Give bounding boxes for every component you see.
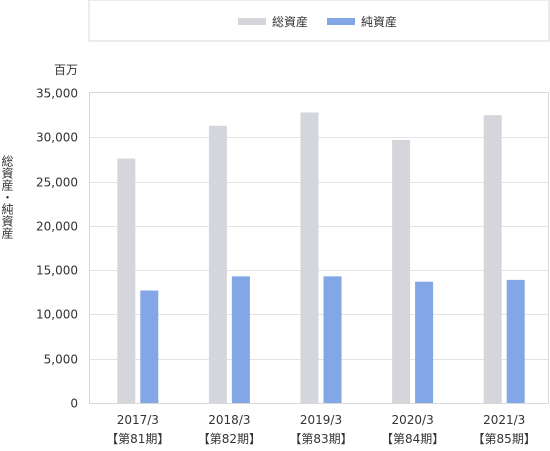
x-tick-label: 2021/3 — [483, 413, 525, 427]
legend-label: 総資産 — [272, 14, 308, 29]
bar-total-assets — [483, 115, 502, 404]
bar-total-assets — [208, 125, 227, 404]
bar-net-assets — [231, 276, 250, 403]
plot-area: 0 5,000 10,000 15,000 20,000 25,000 30,000 35,0… — [36, 87, 549, 446]
legend-items: 総資産 純資産 — [238, 14, 397, 29]
y-tick-label: 15,000 — [36, 264, 78, 278]
legend: 総資産 純資産 — [88, 0, 550, 42]
y-axis-ticks: 0 5,000 10,000 15,000 20,000 25,000 30,000 35,0… — [36, 87, 78, 411]
bars — [117, 112, 525, 404]
bar-net-assets — [415, 281, 434, 403]
x-tick-sublabel: 【第85期】 — [473, 432, 536, 446]
x-axis-ticks: 2017/3 【第81期】 2018/3 【第82期】 2019/3 【第83期】 2020… — [106, 413, 536, 446]
bar-total-assets — [117, 158, 136, 403]
y-tick-label: 20,000 — [36, 220, 78, 234]
x-tick-sublabel: 【第81期】 — [106, 432, 169, 446]
x-tick-sublabel: 【第82期】 — [198, 432, 261, 446]
plot-frame — [89, 92, 549, 404]
y-tick-label: 30,000 — [36, 131, 78, 145]
x-tick-label: 2020/3 — [391, 413, 433, 427]
legend-swatch — [238, 18, 266, 25]
x-tick-sublabel: 【第83期】 — [289, 432, 352, 446]
gridlines — [90, 137, 548, 360]
y-unit-label: 百万 — [54, 63, 78, 77]
legend-frame — [88, 0, 550, 42]
x-tick-label: 2019/3 — [300, 413, 342, 427]
y-axis-title: 総資産・純資産 — [0, 155, 14, 240]
x-tick-sublabel: 【第84期】 — [381, 432, 444, 446]
y-tick-label: 25,000 — [36, 176, 78, 190]
y-tick-label: 0 — [70, 397, 78, 411]
x-tick-label: 2017/3 — [117, 413, 159, 427]
legend-label: 純資産 — [361, 14, 397, 29]
bar-net-assets — [506, 279, 525, 403]
x-tick-label: 2018/3 — [208, 413, 250, 427]
bar-total-assets — [300, 112, 319, 403]
bar-net-assets — [140, 290, 159, 403]
y-tick-label: 35,000 — [36, 87, 78, 101]
legend-swatch — [327, 18, 355, 25]
y-tick-label: 10,000 — [36, 308, 78, 322]
bar-total-assets — [392, 139, 411, 403]
bar-net-assets — [323, 276, 342, 403]
y-tick-label: 5,000 — [44, 353, 78, 367]
